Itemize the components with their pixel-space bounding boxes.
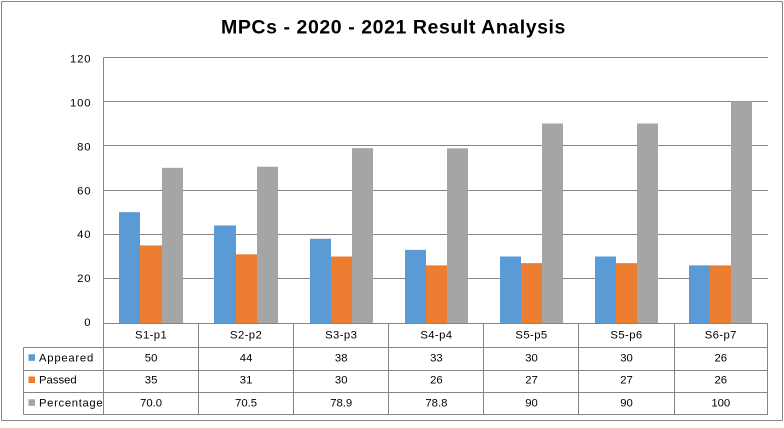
svg-text:Passed: Passed xyxy=(39,375,77,387)
svg-text:120: 120 xyxy=(70,53,91,65)
svg-text:20: 20 xyxy=(77,273,91,285)
svg-text:44: 44 xyxy=(240,353,253,365)
svg-text:26: 26 xyxy=(715,353,728,365)
svg-text:78.8: 78.8 xyxy=(425,398,447,410)
svg-text:S5-p5: S5-p5 xyxy=(515,329,547,341)
svg-text:0: 0 xyxy=(84,317,91,329)
svg-text:35: 35 xyxy=(145,375,158,387)
svg-text:31: 31 xyxy=(240,375,253,387)
svg-text:40: 40 xyxy=(77,229,91,241)
svg-text:S4-p4: S4-p4 xyxy=(420,329,452,341)
svg-text:70.0: 70.0 xyxy=(140,398,162,410)
svg-text:Appeared: Appeared xyxy=(39,353,94,365)
svg-text:27: 27 xyxy=(525,375,538,387)
svg-text:30: 30 xyxy=(620,353,633,365)
svg-text:S1-p1: S1-p1 xyxy=(135,329,167,341)
svg-text:50: 50 xyxy=(145,353,158,365)
svg-text:30: 30 xyxy=(525,353,538,365)
svg-text:100: 100 xyxy=(70,97,91,109)
svg-text:26: 26 xyxy=(430,375,443,387)
svg-text:27: 27 xyxy=(620,375,633,387)
svg-text:78.9: 78.9 xyxy=(330,398,352,410)
svg-text:S5-p6: S5-p6 xyxy=(610,329,642,341)
svg-text:100: 100 xyxy=(711,398,730,410)
svg-text:S6-p7: S6-p7 xyxy=(705,329,737,341)
svg-text:S2-p2: S2-p2 xyxy=(230,329,262,341)
svg-text:30: 30 xyxy=(335,375,348,387)
svg-text:MPCs - 2020 - 2021 Result Anal: MPCs - 2020 - 2021 Result Analysis xyxy=(221,16,566,38)
svg-text:70.5: 70.5 xyxy=(235,398,257,410)
svg-text:90: 90 xyxy=(525,398,538,410)
svg-text:26: 26 xyxy=(715,375,728,387)
svg-text:80: 80 xyxy=(77,141,91,153)
svg-text:S3-p3: S3-p3 xyxy=(325,329,357,341)
svg-text:38: 38 xyxy=(335,353,348,365)
svg-text:33: 33 xyxy=(430,353,443,365)
svg-text:Percentage: Percentage xyxy=(39,398,103,410)
svg-text:60: 60 xyxy=(77,185,91,197)
svg-text:90: 90 xyxy=(620,398,633,410)
